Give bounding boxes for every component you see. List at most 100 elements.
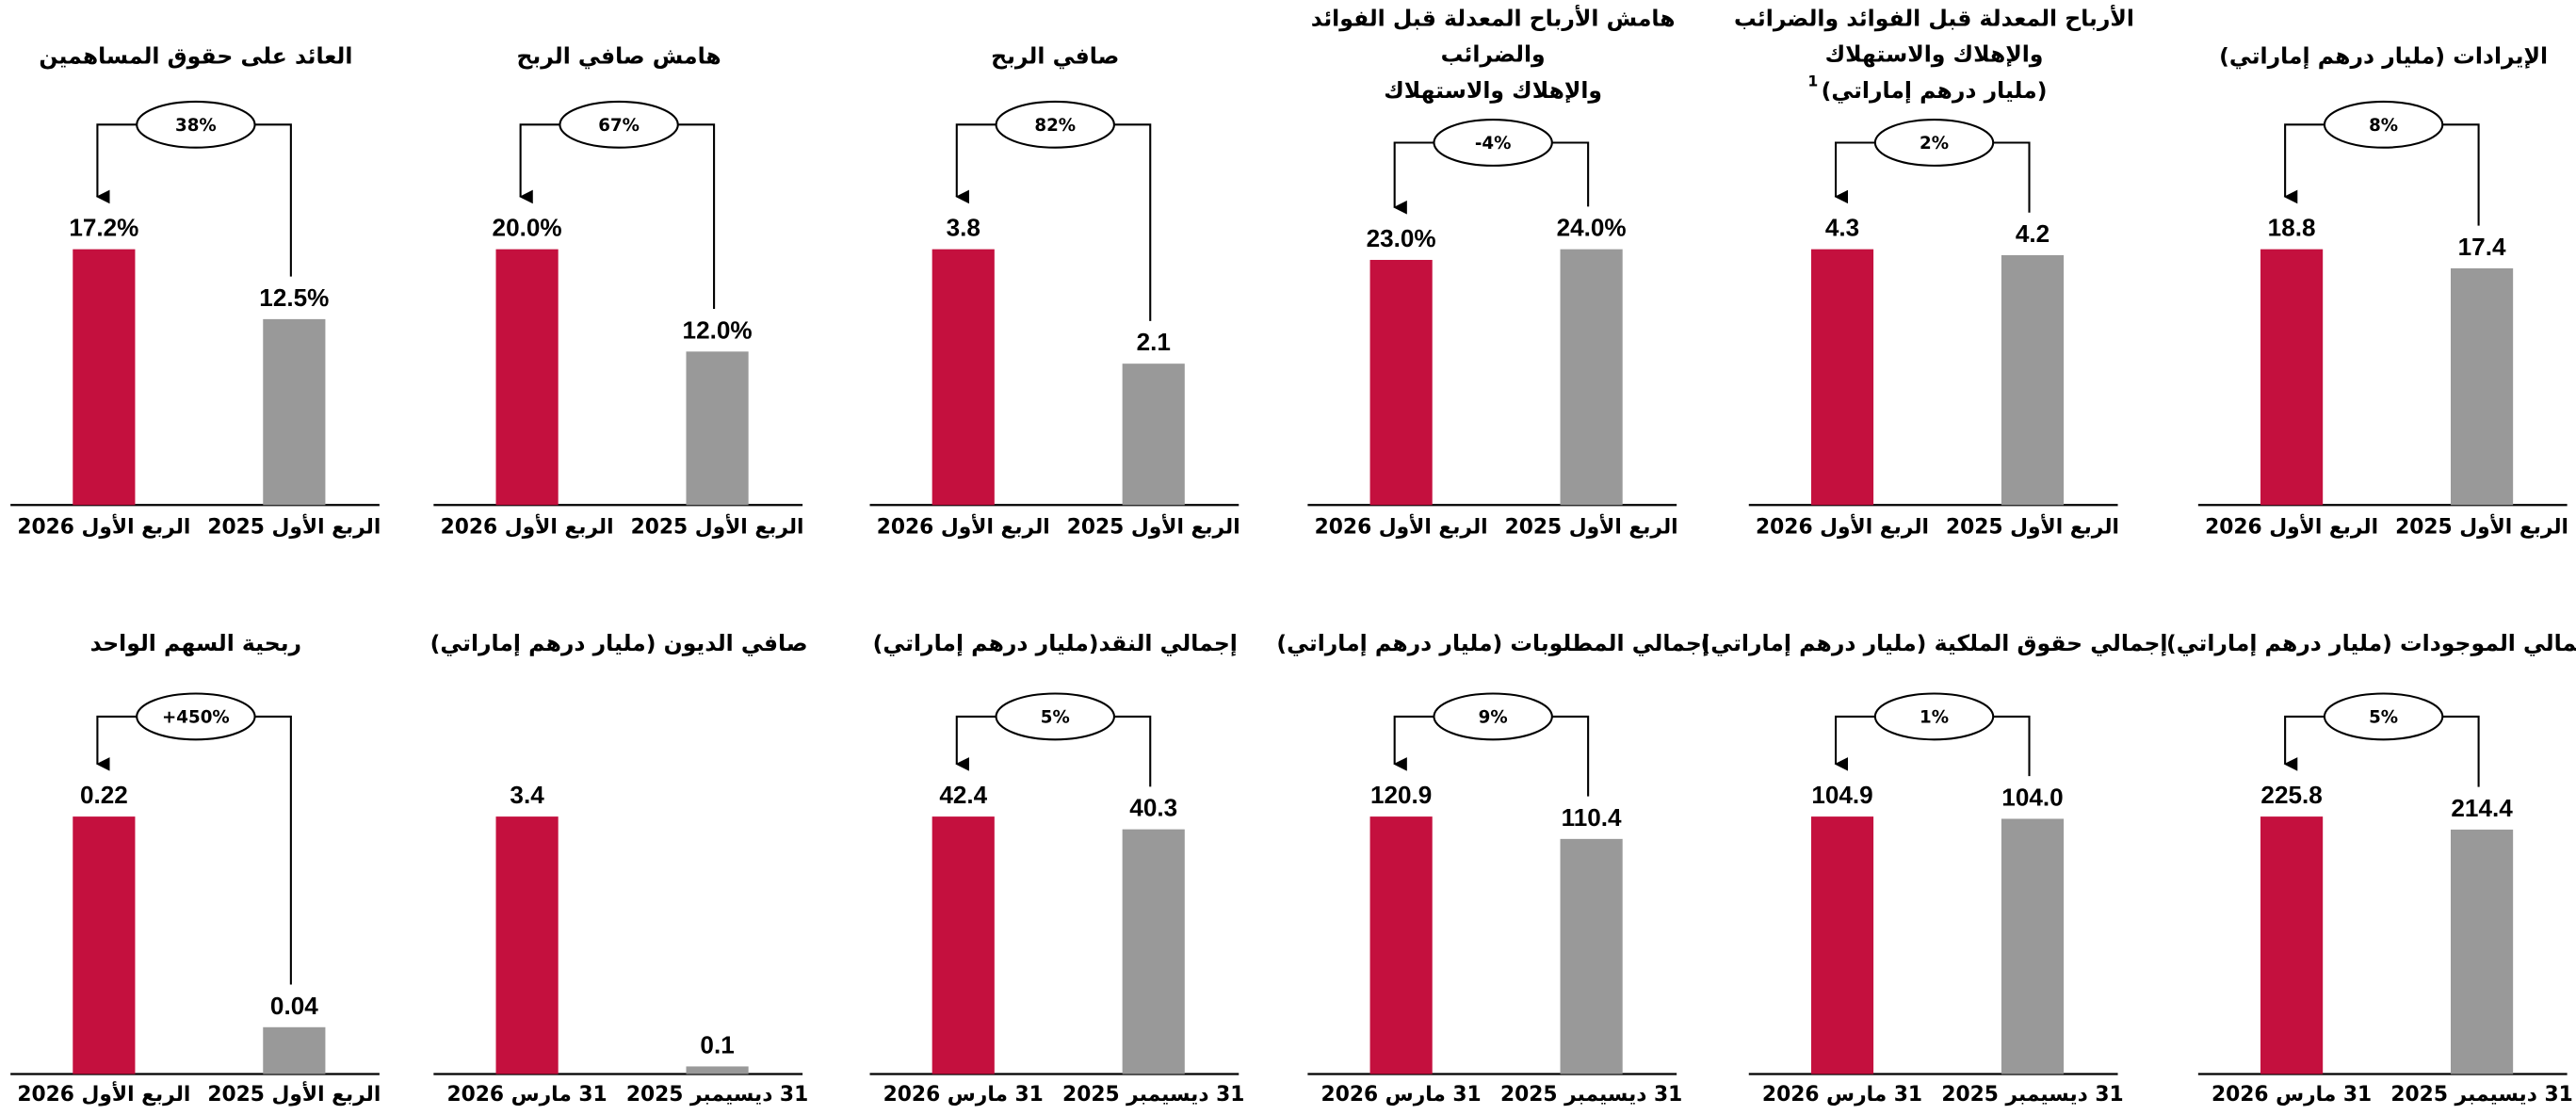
x-tick-label: الربع الأول 2026 — [441, 513, 614, 540]
bar — [1560, 249, 1623, 506]
bar — [2001, 818, 2065, 1075]
x-tick-label: الربع الأول 2026 — [1756, 513, 1929, 540]
bar — [2001, 254, 2065, 506]
x-tick-label: 31 ديسيمبر 2025 — [1941, 1083, 2123, 1107]
bar — [2260, 249, 2324, 506]
title-footnote: 1 — [1807, 73, 1818, 90]
change-label: 1% — [1920, 708, 1949, 728]
x-tick-label: 31 مارس 2026 — [1321, 1083, 1482, 1107]
value-label: 18.8 — [2268, 214, 2316, 242]
value-label: 12.0% — [683, 315, 753, 344]
change-bracket-left — [955, 715, 996, 771]
value-label: 225.8 — [2260, 781, 2322, 809]
chart-title: إجمالي المطلوبات (مليار درهم إماراتي) — [1276, 630, 1709, 657]
x-tick-label: 31 مارس 2026 — [883, 1083, 1044, 1107]
value-label: 12.5% — [259, 283, 329, 312]
change-bracket-left — [2283, 123, 2325, 204]
x-tick-label: 31 مارس 2026 — [1762, 1083, 1922, 1107]
bar — [932, 816, 995, 1075]
x-tick-label: 31 ديسيمبر 2025 — [1500, 1083, 1682, 1107]
change-label: 5% — [1041, 708, 1070, 728]
value-label: 214.4 — [2451, 794, 2513, 822]
bar — [932, 249, 995, 506]
bar — [73, 816, 136, 1075]
bar — [1122, 829, 1185, 1075]
bar — [2450, 267, 2514, 506]
x-tick-label: الربع الأول 2025 — [207, 1080, 381, 1107]
value-label: 24.0% — [1557, 214, 1627, 242]
value-label: 120.9 — [1370, 781, 1432, 809]
x-tick-label: الربع الأول 2026 — [17, 513, 190, 540]
change-label: 5% — [2369, 708, 2398, 728]
bar — [263, 1026, 326, 1075]
change-bracket-left — [95, 123, 138, 204]
chart-title: الإيرادات (مليار درهم إماراتي) — [2219, 42, 2548, 70]
value-label: 3.8 — [947, 214, 980, 242]
bar — [1122, 364, 1185, 506]
change-label: +450% — [162, 708, 230, 728]
chart-title: صافي الديون (مليار درهم إماراتي) — [430, 630, 808, 657]
value-label: 20.0% — [493, 214, 562, 242]
bar — [1369, 816, 1433, 1075]
chart-title: إجمالي الموجودات (مليار درهم إماراتي) — [2166, 630, 2576, 657]
change-bracket-right — [254, 123, 292, 277]
chart-title: هامش صافي الربح — [516, 42, 721, 69]
change-label: 9% — [1479, 708, 1508, 728]
x-tick-label: الربع الأول 2025 — [1505, 513, 1678, 540]
chart-title: العائد على حقوق المساهمين — [39, 42, 352, 69]
bar — [263, 318, 326, 506]
change-bubble — [136, 100, 256, 149]
bar — [2260, 816, 2324, 1075]
x-tick-label: 31 ديسيمبر 2025 — [2390, 1083, 2572, 1107]
x-tick-label: 31 مارس 2026 — [2211, 1083, 2372, 1107]
change-bracket-right — [1551, 715, 1590, 797]
x-tick-label: الربع الأول 2026 — [1315, 513, 1488, 540]
change-bracket-left — [1834, 715, 1875, 771]
change-bubble — [1873, 692, 1995, 741]
value-label: 17.2% — [69, 214, 138, 242]
value-label: 4.2 — [2016, 219, 2049, 248]
change-bracket-left — [1393, 715, 1434, 771]
chart-title: والضرائب — [1441, 41, 1546, 68]
change-label: -4% — [1475, 134, 1512, 154]
change-label: 82% — [1034, 116, 1076, 136]
change-bracket-left — [955, 123, 996, 204]
change-bracket-right — [1993, 141, 2031, 213]
x-tick-label: الربع الأول 2026 — [17, 1080, 190, 1107]
bar — [2450, 829, 2514, 1075]
change-bubble — [2323, 692, 2444, 741]
change-bracket-left — [95, 715, 138, 771]
chart-title: الأرباح المعدلة قبل الفوائد والضرائب — [1734, 4, 2134, 31]
value-label: 3.4 — [510, 781, 544, 809]
bar — [1560, 838, 1623, 1075]
chart-title: والإهلاك والاستهلاك — [1384, 77, 1602, 104]
chart-title: إجمالي النقد(مليار درهم إماراتي) — [873, 630, 1238, 657]
value-label: 2.1 — [1137, 328, 1171, 356]
change-bracket-right — [2442, 715, 2480, 787]
change-bubble — [1873, 119, 1995, 167]
x-tick-label: الربع الأول 2025 — [207, 513, 381, 540]
x-tick-label: الربع الأول 2025 — [2395, 513, 2568, 540]
x-tick-label: 31 ديسيمبر 2025 — [1062, 1083, 1244, 1107]
change-bubble — [995, 692, 1115, 741]
change-label: 38% — [175, 116, 217, 136]
value-label: 4.3 — [1825, 214, 1859, 242]
change-label: 67% — [598, 116, 640, 136]
chart-title: ربحية السهم الواحد — [90, 630, 301, 656]
change-bracket-left — [1393, 141, 1434, 215]
bar — [686, 351, 749, 506]
chart-title: إجمالي حقوق الملكية (مليار درهم إماراتي) — [1701, 630, 2168, 657]
chart-title: صافي الربح — [991, 42, 1119, 69]
change-bubble — [995, 100, 1115, 149]
change-bracket-left — [1834, 141, 1875, 204]
change-bubble — [1433, 692, 1553, 741]
bar — [495, 816, 559, 1075]
x-tick-label: 31 ديسيمبر 2025 — [626, 1083, 808, 1107]
x-tick-label: الربع الأول 2025 — [1067, 513, 1240, 540]
bar — [1810, 249, 1874, 506]
value-label: 42.4 — [939, 781, 987, 809]
x-tick-label: الربع الأول 2026 — [2205, 513, 2378, 540]
bar — [73, 249, 136, 506]
